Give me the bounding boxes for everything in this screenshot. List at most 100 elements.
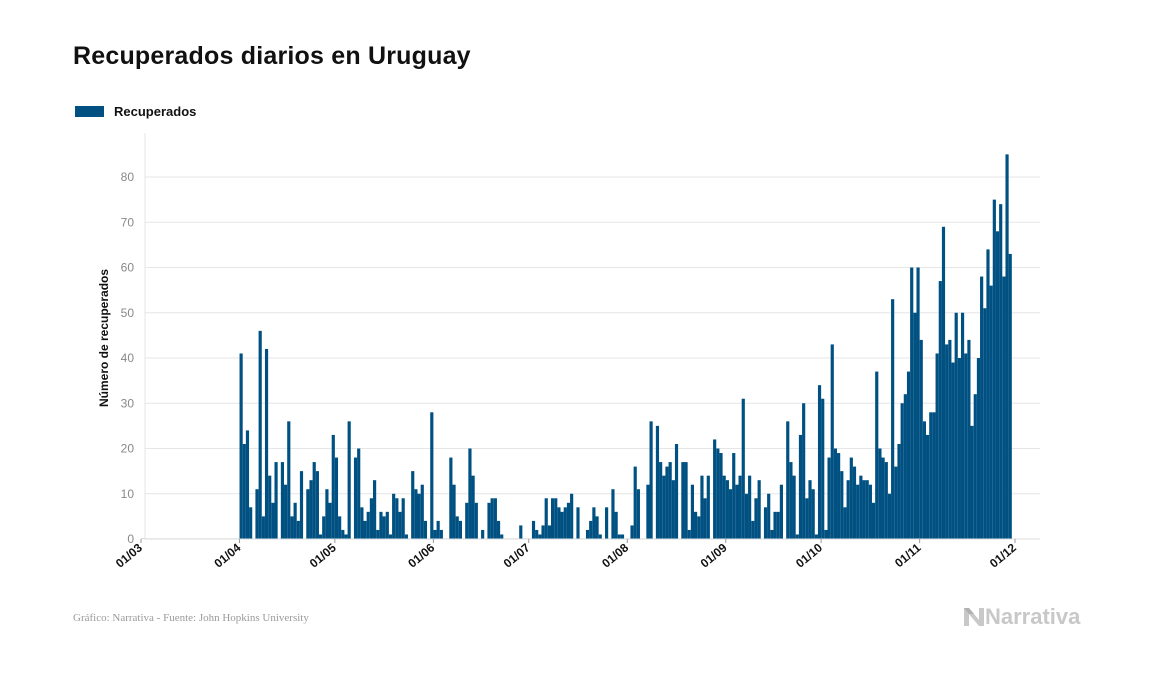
bar: [735, 484, 739, 539]
bar: [786, 421, 790, 539]
bar: [433, 529, 437, 539]
bar: [802, 403, 806, 539]
bar: [738, 475, 742, 539]
bar: [865, 480, 869, 539]
bar: [878, 448, 882, 539]
bar: [779, 484, 783, 539]
bar: [376, 529, 380, 539]
bar: [744, 493, 749, 539]
bar: [913, 312, 917, 539]
bar: [926, 434, 930, 539]
bar: [465, 502, 469, 539]
bar: [471, 475, 475, 539]
bar: [770, 529, 774, 539]
bar: [293, 502, 297, 539]
bar: [773, 511, 777, 539]
bar: [792, 475, 796, 539]
bar: [455, 516, 459, 539]
bar: [369, 498, 374, 539]
bar: [287, 421, 291, 539]
bar: [1008, 253, 1012, 540]
bar: [1002, 276, 1006, 539]
bar: [881, 457, 885, 539]
bar: [566, 502, 571, 539]
bar: [382, 516, 386, 539]
narrativa-n-icon: [964, 608, 984, 626]
bar: [268, 475, 272, 539]
bar: [306, 489, 310, 539]
narrativa-logo: Narrativa: [963, 604, 1080, 630]
bar: [519, 525, 523, 539]
bar: [700, 475, 704, 539]
bar: [496, 520, 501, 539]
y-tick-label: 30: [121, 396, 135, 410]
bar: [817, 385, 822, 539]
bar: [789, 462, 793, 539]
bar: [331, 434, 335, 539]
bar: [487, 502, 491, 539]
bar: [325, 489, 329, 539]
bar: [617, 534, 621, 539]
bar: [995, 231, 1000, 540]
x-tick-label: 01/09: [698, 540, 730, 570]
bar: [856, 484, 860, 539]
bar: [948, 339, 952, 539]
bar: [417, 493, 421, 539]
bar: [837, 453, 841, 539]
bar: [687, 529, 691, 539]
bar: [884, 462, 888, 539]
bar: [550, 498, 555, 539]
bar: [798, 434, 803, 539]
bar: [379, 511, 383, 539]
bar: [423, 520, 428, 539]
legend-label: Recuperados: [114, 104, 197, 119]
bar: [703, 498, 707, 539]
bar: [373, 480, 377, 539]
bar: [388, 534, 393, 539]
bar: [862, 480, 866, 539]
bar: [989, 285, 993, 539]
bar: [274, 462, 278, 539]
y-tick-label: 50: [121, 306, 135, 320]
bar: [824, 529, 828, 539]
bar: [875, 371, 879, 539]
x-tick-label: 01/12: [987, 540, 1019, 570]
bar: [941, 226, 946, 539]
bar: [357, 448, 361, 539]
bar: [411, 471, 415, 539]
bar: [544, 498, 548, 539]
bar: [535, 529, 539, 539]
bar: [713, 439, 717, 539]
bar: [315, 471, 319, 539]
legend: Recuperados: [75, 104, 196, 119]
bar: [935, 353, 939, 539]
y-tick-label: 10: [121, 487, 135, 501]
x-tick-label: 01/08: [599, 540, 631, 570]
bar: [903, 394, 907, 539]
y-tick-label: 70: [121, 215, 135, 229]
bar: [398, 511, 402, 539]
bar: [341, 529, 345, 539]
bar: [439, 529, 443, 539]
source-note: Gráfico: Narrativa - Fuente: John Hopkin…: [73, 612, 309, 624]
bar: [474, 502, 478, 539]
bar: [353, 457, 358, 539]
bar: [763, 507, 768, 539]
bar: [833, 448, 838, 539]
bar: [980, 276, 984, 539]
y-tick-label: 60: [121, 261, 135, 275]
bar: [620, 534, 625, 539]
bar: [630, 525, 634, 539]
y-axis-label: Número de recuperados: [97, 269, 111, 407]
bar: [636, 489, 640, 539]
bar: [309, 480, 313, 539]
bar: [719, 453, 723, 539]
bar: [557, 507, 561, 539]
bar: [500, 534, 504, 539]
bar: [776, 511, 780, 539]
y-tick-label: 20: [121, 442, 135, 456]
bar: [468, 448, 472, 539]
bar: [722, 475, 726, 539]
bar: [284, 484, 288, 539]
bar: [395, 498, 399, 539]
